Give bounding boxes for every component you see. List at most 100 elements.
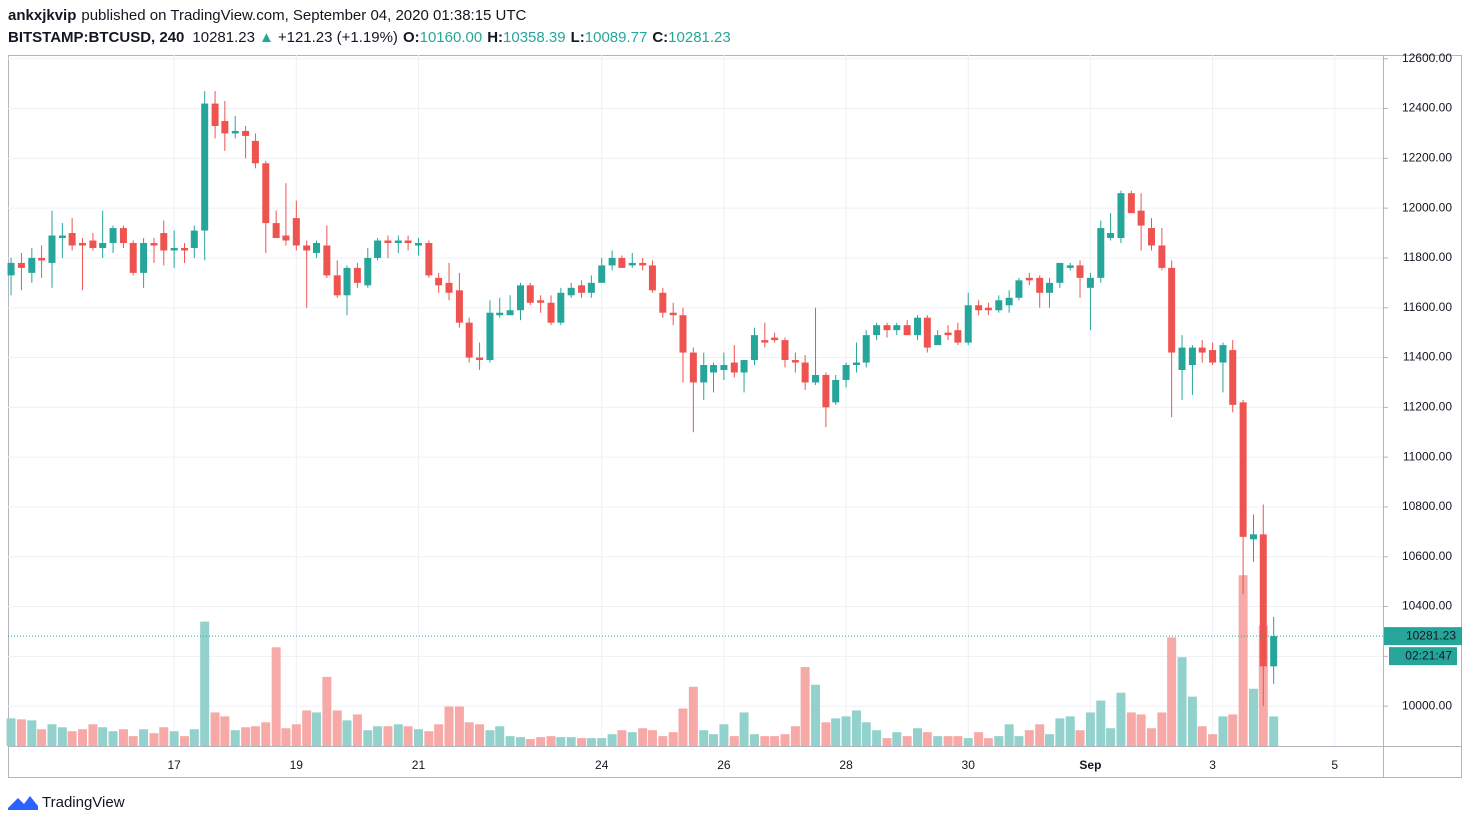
publish-line: ankxjkvip published on TradingView.com, S… bbox=[8, 7, 527, 24]
candle-body bbox=[251, 140, 259, 164]
candle-body bbox=[282, 235, 290, 241]
candle-body bbox=[567, 287, 575, 296]
candle-body bbox=[140, 243, 148, 273]
last-price-badge bbox=[1384, 627, 1462, 646]
volume-bar bbox=[250, 726, 260, 746]
candle-body bbox=[1250, 534, 1258, 540]
candle-body bbox=[1137, 210, 1145, 226]
candle-body bbox=[923, 317, 931, 348]
candle-body bbox=[1005, 297, 1013, 306]
candle-body bbox=[598, 265, 606, 283]
volume-bar bbox=[566, 737, 576, 746]
candle-body bbox=[1066, 265, 1074, 268]
volume-bar bbox=[699, 730, 709, 746]
candle-body bbox=[862, 335, 870, 363]
volume-bar bbox=[1004, 724, 1014, 746]
candle-body bbox=[842, 365, 850, 380]
volume-bar bbox=[1197, 726, 1207, 746]
candles bbox=[7, 91, 1278, 707]
candle-body bbox=[312, 243, 320, 253]
candle-body bbox=[1036, 277, 1044, 293]
candle-body bbox=[578, 285, 586, 293]
candle-body bbox=[1147, 228, 1155, 246]
volume-bar bbox=[1228, 714, 1238, 746]
volume-bar bbox=[882, 738, 892, 746]
volume-bar bbox=[108, 731, 118, 746]
candle-body bbox=[394, 240, 402, 244]
volume-bar bbox=[790, 726, 800, 746]
candle-body bbox=[1107, 233, 1115, 239]
candle-body bbox=[221, 120, 229, 134]
volume-bar bbox=[983, 738, 993, 746]
candle-body bbox=[404, 240, 412, 244]
candle-body bbox=[537, 300, 545, 303]
x-tick-label: 26 bbox=[717, 758, 731, 772]
y-tick-label: 12600.00 bbox=[1402, 51, 1452, 65]
candle-body bbox=[1097, 228, 1105, 278]
published: published on TradingView.com, September … bbox=[81, 7, 526, 24]
candle-body bbox=[465, 322, 473, 358]
candle-body bbox=[1076, 265, 1084, 278]
candle-body bbox=[89, 240, 97, 248]
volume-bar bbox=[189, 729, 199, 746]
candle-body bbox=[17, 262, 25, 268]
chart-frame bbox=[8, 55, 1462, 778]
logo: TradingView bbox=[8, 794, 125, 811]
volume-bar bbox=[159, 727, 169, 746]
volume-bar bbox=[811, 684, 821, 746]
volume-bar bbox=[688, 686, 698, 746]
volume-bar bbox=[546, 736, 556, 746]
volume bbox=[6, 575, 1279, 746]
candle-body bbox=[374, 240, 382, 258]
volume-bar bbox=[1035, 724, 1045, 746]
candle-body bbox=[934, 335, 942, 346]
candle-body bbox=[547, 302, 555, 323]
candle-body bbox=[954, 330, 962, 343]
candle-body bbox=[201, 103, 209, 231]
volume-bar bbox=[98, 727, 108, 746]
candle-body bbox=[984, 307, 992, 311]
candle-body bbox=[486, 312, 494, 361]
candle-body bbox=[822, 374, 830, 408]
y-tick-label: 12200.00 bbox=[1402, 151, 1452, 165]
volume-bar bbox=[128, 736, 138, 746]
candle-body bbox=[190, 230, 198, 248]
candle-body bbox=[476, 357, 484, 361]
volume-bar bbox=[933, 736, 943, 746]
candle-body bbox=[1198, 347, 1206, 353]
candle-body bbox=[516, 285, 524, 311]
volume-bar bbox=[577, 738, 587, 746]
volume-bar bbox=[607, 734, 617, 746]
volume-bar bbox=[1136, 714, 1146, 746]
volume-bar bbox=[180, 736, 190, 746]
ohlc-label: L: bbox=[571, 29, 585, 46]
volume-bar bbox=[149, 733, 159, 746]
volume-bar bbox=[78, 729, 88, 746]
candle-body bbox=[618, 257, 626, 268]
ohlc-label: O: bbox=[403, 29, 420, 46]
x-tick-label: 5 bbox=[1331, 758, 1338, 772]
volume-bar bbox=[913, 728, 923, 746]
volume-bar bbox=[373, 726, 383, 746]
candle-body bbox=[181, 247, 189, 251]
volume-bar bbox=[1065, 716, 1075, 746]
volume-bar bbox=[475, 724, 485, 746]
volume-bar bbox=[413, 729, 423, 746]
candle-body bbox=[303, 245, 311, 251]
candle-body bbox=[292, 218, 300, 246]
volume-bar bbox=[495, 726, 505, 746]
candle-body bbox=[109, 228, 117, 244]
candle-body bbox=[1259, 534, 1267, 667]
candle-body bbox=[262, 163, 270, 224]
volume-bar bbox=[841, 716, 851, 746]
volume-bar bbox=[760, 736, 770, 746]
volume-bar bbox=[1024, 730, 1034, 746]
candle-body bbox=[700, 365, 708, 383]
candle-body bbox=[242, 130, 250, 136]
volume-bar bbox=[1208, 734, 1218, 746]
candle-body bbox=[689, 352, 697, 383]
volume-bar bbox=[627, 732, 637, 746]
logo-icon bbox=[8, 796, 38, 810]
ohlc-label: C: bbox=[652, 29, 668, 46]
countdown-label: 02:21:47 bbox=[1405, 648, 1452, 662]
